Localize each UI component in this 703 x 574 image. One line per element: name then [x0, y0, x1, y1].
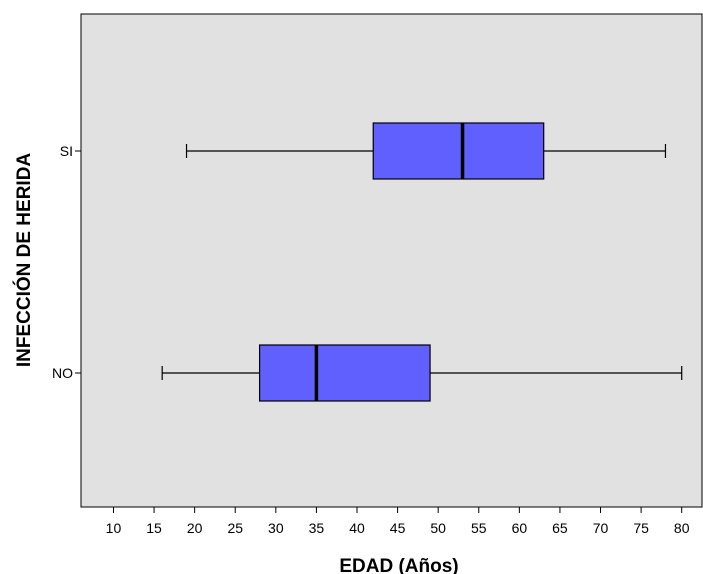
x-axis-title: EDAD (Años) [339, 556, 458, 574]
x-tick-label: 75 [633, 520, 649, 536]
x-tick-label: 35 [309, 520, 325, 536]
x-tick-label: 20 [187, 520, 203, 536]
plot-area [80, 13, 703, 508]
x-tick-label: 60 [512, 520, 528, 536]
x-tick-label: 65 [552, 520, 568, 536]
category-label: NO [52, 365, 73, 381]
x-tick-label: 15 [146, 520, 162, 536]
box-no [161, 344, 683, 402]
x-tick-label: 70 [593, 520, 609, 536]
x-tick-label: 10 [106, 520, 122, 536]
category-label: SI [60, 143, 73, 159]
iqr-box [372, 122, 545, 180]
y-axis-title: INFECCIÓN DE HERIDA [13, 153, 35, 368]
box-series [161, 122, 683, 402]
box-si [185, 122, 667, 180]
x-tick-label: 25 [227, 520, 243, 536]
y-axis: SI NO [52, 143, 81, 381]
x-tick-label: 55 [471, 520, 487, 536]
iqr-box [258, 344, 431, 402]
x-tick-label: 45 [390, 520, 406, 536]
x-tick-label: 50 [430, 520, 446, 536]
x-tick-label: 30 [268, 520, 284, 536]
x-tick-label: 40 [349, 520, 365, 536]
x-tick-label: 80 [674, 520, 690, 536]
x-axis: 10 15 20 25 30 35 40 45 50 55 60 65 70 75 80 [106, 507, 690, 536]
